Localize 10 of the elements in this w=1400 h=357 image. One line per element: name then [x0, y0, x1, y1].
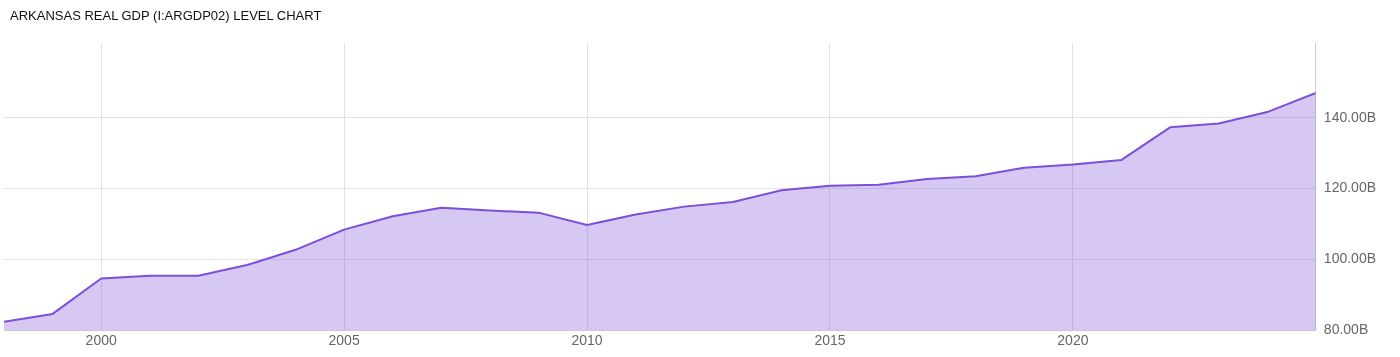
y-tick-label: 140.00B: [1323, 108, 1377, 125]
x-tick-label: 2010: [571, 332, 603, 349]
y-tick-label: 100.00B: [1323, 250, 1377, 267]
x-tick-label: 2015: [814, 332, 846, 349]
chart-title: ARKANSAS REAL GDP (I:ARGDP02) LEVEL CHART: [9, 7, 323, 25]
y-tick-label: 120.00B: [1323, 179, 1377, 196]
x-tick-label: 2005: [328, 332, 360, 349]
x-tick-label: 2000: [85, 332, 117, 349]
x-tick-label: 2020: [1057, 332, 1089, 349]
y-tick-label: 80.00B: [1323, 321, 1369, 338]
